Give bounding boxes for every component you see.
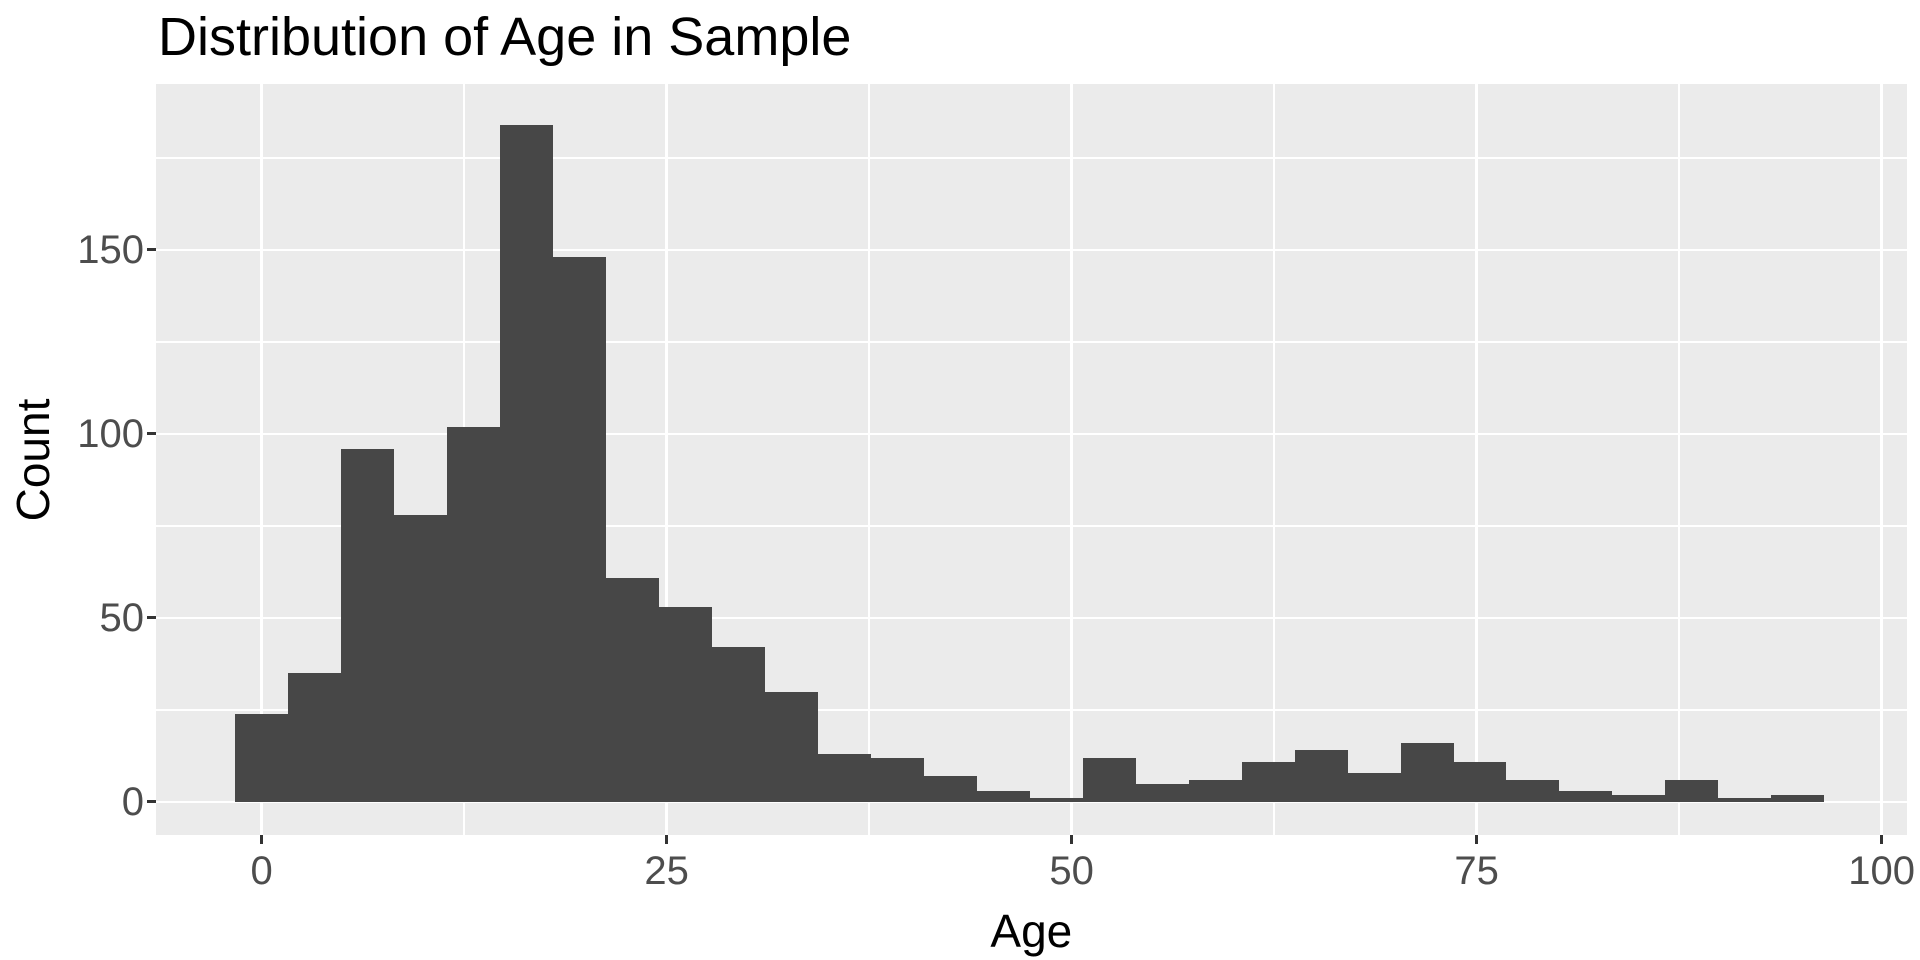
y-gridline-minor [156, 157, 1907, 159]
y-gridline-major [156, 432, 1907, 436]
x-gridline-major [1475, 84, 1478, 835]
histogram-bar [1135, 783, 1189, 802]
histogram-bar [500, 124, 553, 802]
plot-panel [156, 84, 1907, 835]
x-gridline-minor [1678, 84, 1680, 835]
x-gridline-minor [1273, 84, 1275, 835]
histogram-bar [605, 577, 659, 802]
y-axis-title: Count [7, 398, 59, 521]
x-tick-mark [1070, 835, 1074, 844]
x-tick-mark [1880, 835, 1884, 844]
histogram-bar [1241, 761, 1295, 802]
chart-title: Distribution of Age in Sample [158, 7, 852, 67]
y-tick-label: 0 [121, 779, 144, 824]
x-tick-label: 0 [250, 849, 273, 893]
histogram-bar [288, 673, 342, 802]
histogram-bar [1771, 794, 1825, 802]
y-gridline-minor [156, 341, 1907, 343]
histogram-bar [1665, 779, 1719, 802]
histogram-bar [1718, 798, 1772, 802]
y-tick-label: 50 [99, 595, 145, 640]
histogram-bar [870, 757, 924, 802]
x-gridline-major [1880, 84, 1883, 835]
histogram-bar [711, 647, 765, 802]
x-tick-label: 75 [1454, 849, 1499, 893]
histogram-bar [658, 606, 712, 802]
x-tick-label: 100 [1848, 849, 1915, 893]
histogram-bar [1400, 743, 1454, 802]
y-tick-label: 100 [77, 411, 144, 456]
x-gridline-major [1070, 84, 1073, 835]
x-tick-mark [1475, 835, 1479, 844]
histogram-bar [1506, 779, 1560, 802]
histogram-bar [447, 426, 500, 802]
y-tick-label: 150 [77, 227, 144, 272]
x-axis-title: Age [990, 905, 1073, 957]
histogram-bar [923, 776, 977, 802]
y-gridline-major [156, 616, 1907, 620]
y-gridline-minor [156, 525, 1907, 527]
x-gridline-major [665, 84, 668, 835]
histogram-bar [394, 514, 448, 802]
histogram-bar [552, 257, 606, 802]
x-tick-label: 50 [1049, 849, 1094, 893]
y-tick-mark [147, 432, 156, 436]
y-tick-mark [147, 800, 156, 804]
histogram-bar [1453, 761, 1507, 802]
x-tick-mark [665, 835, 669, 844]
y-gridline-minor [156, 709, 1907, 711]
histogram-bar [1188, 779, 1242, 802]
histogram-bar [1612, 794, 1666, 802]
y-tick-mark [147, 616, 156, 620]
x-tick-label: 25 [644, 849, 689, 893]
x-gridline-major [260, 84, 263, 835]
histogram-bar [1082, 757, 1136, 802]
histogram-bar [235, 713, 289, 802]
histogram-bar [764, 691, 818, 802]
histogram-bar [1029, 798, 1083, 802]
x-gridline-minor [868, 84, 870, 835]
y-tick-mark [147, 248, 156, 252]
histogram-bar [341, 448, 395, 802]
x-tick-mark [260, 835, 264, 844]
y-gridline-major [156, 248, 1907, 252]
histogram-bar [1559, 790, 1613, 802]
histogram-bar [1294, 750, 1348, 802]
histogram-bar [976, 790, 1030, 802]
y-gridline-major [156, 800, 1907, 804]
histogram-bar [817, 754, 871, 802]
histogram-bar [1347, 772, 1401, 802]
